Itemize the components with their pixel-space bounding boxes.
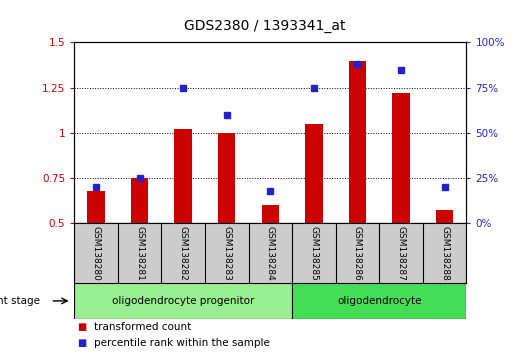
Bar [349,61,366,223]
Text: oligodendrocyte progenitor: oligodendrocyte progenitor [112,296,254,306]
Bar [436,210,453,223]
Text: GSM138285: GSM138285 [310,225,319,281]
Text: GSM138284: GSM138284 [266,226,275,280]
Text: GDS2380 / 1393341_at: GDS2380 / 1393341_at [184,19,346,34]
Text: GSM138288: GSM138288 [440,225,449,281]
Bar [262,205,279,223]
Bar [174,129,192,223]
Text: GSM138282: GSM138282 [179,226,188,280]
Bar [218,133,235,223]
Bar [87,190,105,223]
Text: transformed count: transformed count [94,322,191,332]
Text: GSM138281: GSM138281 [135,225,144,281]
Text: GSM138283: GSM138283 [222,225,231,281]
Text: ■: ■ [77,322,86,332]
Text: ■: ■ [77,338,86,348]
Text: development stage: development stage [0,296,40,306]
Text: GSM138286: GSM138286 [353,225,362,281]
Text: percentile rank within the sample: percentile rank within the sample [94,338,270,348]
Bar [131,178,148,223]
Text: oligodendrocyte: oligodendrocyte [337,296,421,306]
Text: GSM138287: GSM138287 [396,225,405,281]
Text: GSM138280: GSM138280 [92,225,101,281]
Bar [305,124,323,223]
Bar [392,93,410,223]
Bar [74,283,292,319]
Bar [292,283,466,319]
